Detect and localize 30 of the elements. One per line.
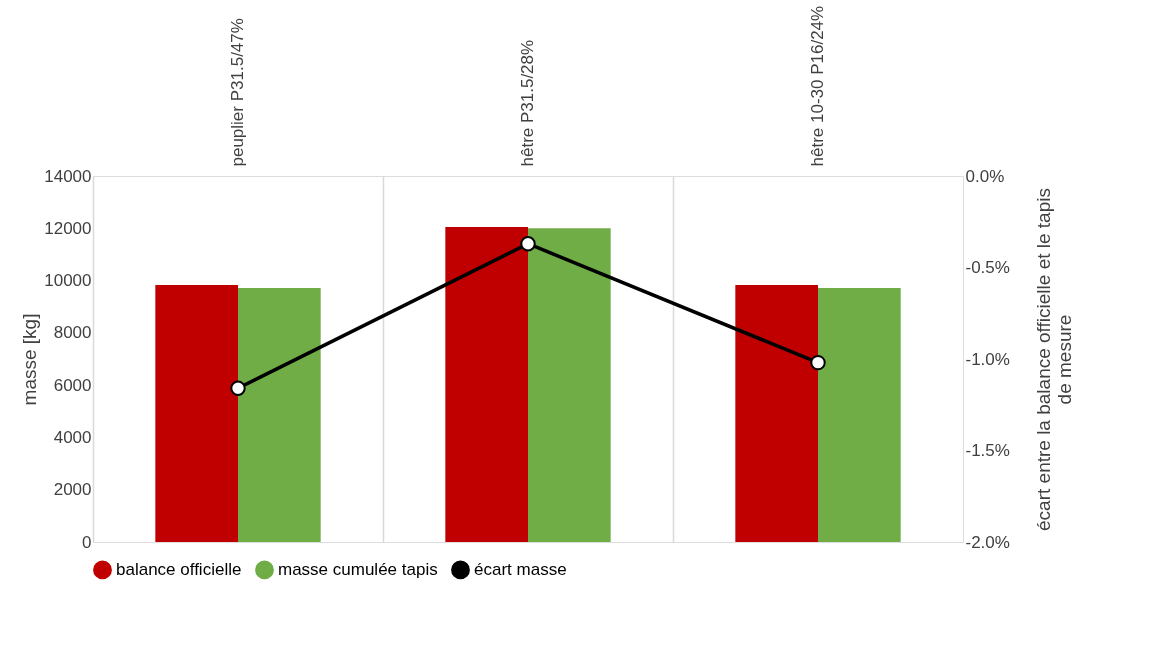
y2-tick-label: -2.0% xyxy=(965,532,1010,552)
y-axis-title: masse [kg] xyxy=(19,313,41,406)
legend-label: masse cumulée tapis xyxy=(278,559,438,579)
y-tick-label: 6000 xyxy=(53,375,92,395)
legend-label: balance officielle xyxy=(116,559,242,579)
bar xyxy=(445,226,528,542)
y2-axis-title: écart entre la balance officielle et le tapis de mesure xyxy=(1032,188,1075,531)
y-tick-label: 12000 xyxy=(44,218,92,238)
bar xyxy=(818,287,901,542)
y-tick-label: 4000 xyxy=(53,427,92,447)
bar xyxy=(155,285,238,542)
x-tick-label: peuplier P31.5/47% xyxy=(228,18,247,167)
y2-tick-label: -0.5% xyxy=(965,258,1010,277)
y-tick-label: 8000 xyxy=(53,323,92,343)
y-tick-label: 14000 xyxy=(44,166,92,186)
y2-tick-label: -1.0% xyxy=(965,349,1010,369)
point xyxy=(520,236,536,252)
y2-tick-label: 0.0% xyxy=(965,166,1005,186)
bar xyxy=(238,287,321,542)
bar xyxy=(528,228,611,542)
y-tick-label: 0 xyxy=(82,532,92,552)
point xyxy=(230,380,246,396)
point xyxy=(810,354,826,371)
y-tick-label: 2000 xyxy=(53,480,92,500)
legend-label: écart masse xyxy=(474,559,567,579)
x-tick-label: hêtre P31.5/28% xyxy=(518,39,537,167)
y2-tick-label: -1.5% xyxy=(965,441,1010,460)
bar xyxy=(735,285,818,542)
x-tick-label: hêtre 10-30 P16/24% xyxy=(808,5,827,167)
y-tick-label: 10000 xyxy=(44,271,92,291)
